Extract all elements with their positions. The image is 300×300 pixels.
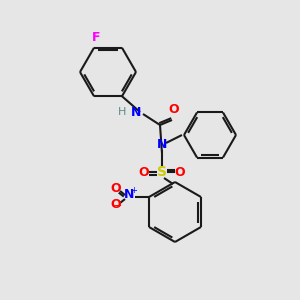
Text: O: O <box>139 166 149 178</box>
Text: N: N <box>131 106 141 118</box>
Text: N: N <box>124 188 134 202</box>
Text: F: F <box>92 31 100 44</box>
Text: O: O <box>169 103 179 116</box>
Text: O: O <box>175 166 185 178</box>
Text: N: N <box>157 139 167 152</box>
Text: S: S <box>157 165 167 179</box>
Text: H: H <box>118 107 126 117</box>
Text: O: O <box>111 197 121 211</box>
Text: +: + <box>130 186 137 195</box>
Text: −: − <box>113 201 123 211</box>
Text: O: O <box>111 182 121 196</box>
